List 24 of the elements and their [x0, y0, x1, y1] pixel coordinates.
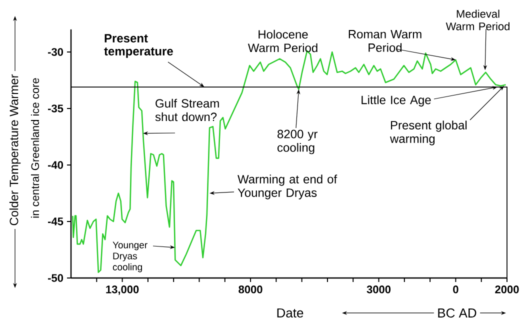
- y-tick-label: -50: [48, 274, 64, 282]
- ref-line-label: Present temperature: [104, 34, 173, 58]
- text: in central Greenland ice core: [30, 78, 40, 218]
- x-tick-label: 0: [453, 286, 458, 294]
- y-tick-label: -45: [48, 218, 64, 226]
- annotation: Medieval Warm Period: [446, 10, 510, 30]
- text: BC AD: [438, 308, 476, 318]
- annotation: Roman Warm Period: [348, 30, 422, 52]
- annotation: Little Ice Age: [362, 95, 431, 107]
- y-tick-label: -35: [48, 104, 64, 112]
- y-axis-title: Colder Temperature Warmer: [9, 74, 21, 226]
- y-tick-label: -40: [48, 161, 64, 169]
- y-tick-label: -30: [48, 48, 64, 56]
- annotation: Present global warming: [390, 120, 467, 146]
- annotation: 8200 yr cooling: [278, 130, 318, 154]
- x-axis-title: Date: [277, 308, 304, 318]
- annotation: Gulf Stream shut down?: [155, 98, 219, 122]
- x-tick-label: 3000: [366, 286, 391, 294]
- x-tick-label: 2000: [495, 286, 519, 294]
- annotation: Holocene Warm Period: [248, 30, 318, 52]
- x-tick-label: 8000: [238, 286, 262, 294]
- x-tick-label: 13,000: [106, 286, 139, 295]
- annotation: Warming at end of Younger Dryas: [238, 174, 338, 200]
- annotation: Younger Dryas cooling: [112, 242, 148, 272]
